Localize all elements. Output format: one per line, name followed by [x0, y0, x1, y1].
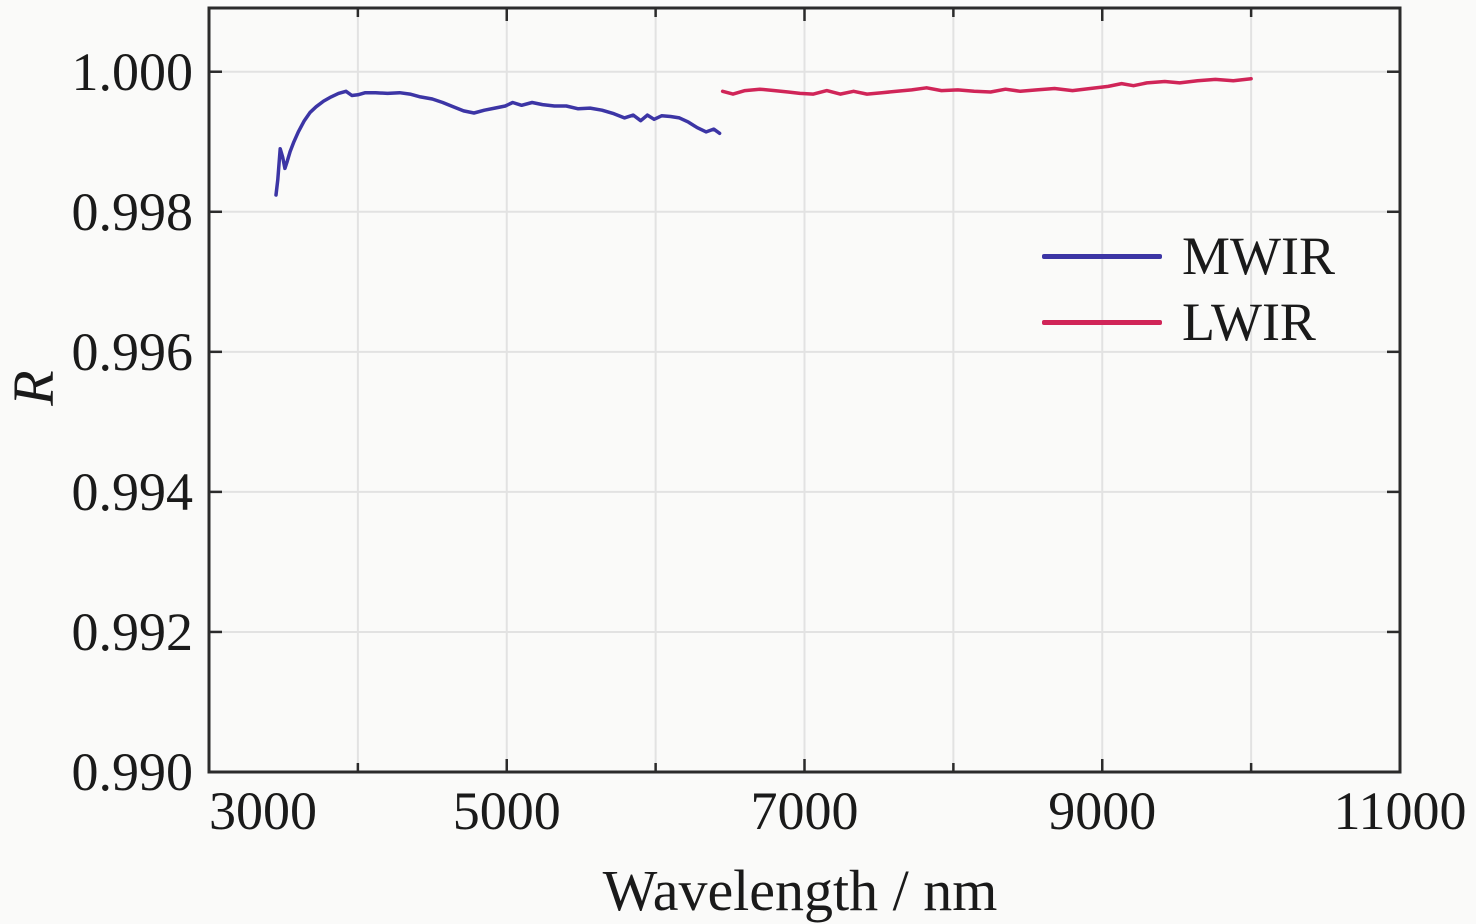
legend-label-lwir: LWIR: [1182, 292, 1316, 352]
mwir-line-swatch: [1042, 253, 1162, 259]
y-tick-label: 0.998: [71, 181, 194, 242]
mwir-series-line: [274, 89, 722, 197]
x-tick-label: 11000: [1333, 781, 1467, 841]
legend: MWIR LWIR: [1042, 226, 1335, 352]
x-tick-label: 7000: [750, 781, 859, 841]
y-tick-label: 0.996: [71, 321, 194, 382]
y-axis-title: R: [1, 370, 66, 406]
y-tick-label: 1.000: [71, 41, 194, 102]
lwir-line-swatch: [1042, 319, 1162, 325]
lwir-series-line: [720, 76, 1253, 96]
y-tick-label: 0.992: [71, 601, 194, 662]
y-tick-label: 0.990: [71, 742, 194, 802]
x-tick-label: 5000: [452, 781, 561, 841]
legend-label-mwir: MWIR: [1182, 226, 1335, 286]
x-tick-label: 3000: [209, 781, 317, 841]
y-tick-label: 0.994: [71, 461, 194, 522]
legend-item-mwir: MWIR: [1042, 226, 1335, 286]
x-tick-label: 9000: [1048, 781, 1157, 841]
x-axis-title: Wavelength / nm: [602, 858, 998, 923]
legend-item-lwir: LWIR: [1042, 292, 1335, 352]
